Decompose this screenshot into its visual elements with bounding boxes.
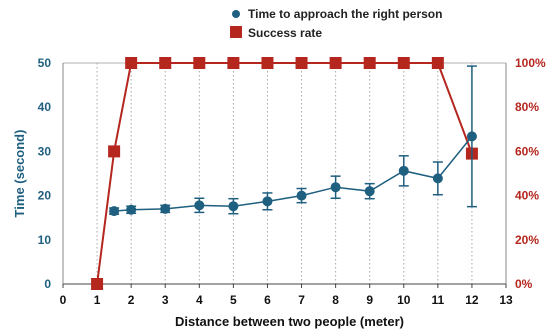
x-tick-label: 5 xyxy=(230,293,237,307)
legend: Time to approach the right person Succes… xyxy=(230,7,442,40)
success-rate-point xyxy=(397,57,410,69)
y2-tick-label: 20% xyxy=(515,233,539,247)
x-tick-label: 9 xyxy=(366,293,373,307)
success-rate-point xyxy=(227,57,240,69)
success-rate-point xyxy=(193,57,206,69)
success-rate-point xyxy=(261,57,274,69)
time-point xyxy=(228,201,239,212)
x-tick-label: 10 xyxy=(397,293,411,307)
y-tick-label: 40 xyxy=(38,100,52,114)
time-point xyxy=(296,190,307,201)
time-line xyxy=(114,135,473,212)
success-rate-point xyxy=(431,57,444,69)
time-point xyxy=(262,196,273,207)
y-axis-title: Time (second) xyxy=(12,130,27,218)
x-tick-label: 8 xyxy=(332,293,339,307)
y-tick-label: 50 xyxy=(38,56,52,70)
x-tick-label: 3 xyxy=(162,293,169,307)
success-rate-point xyxy=(108,145,121,158)
time-point xyxy=(126,204,137,215)
x-axis-title: Distance between two people (meter) xyxy=(175,314,404,329)
x-tick-label: 0 xyxy=(60,293,67,307)
x-tick-label: 7 xyxy=(298,293,305,307)
time-point xyxy=(160,203,171,214)
time-point xyxy=(364,186,375,197)
y2-tick-label: 0% xyxy=(515,277,533,291)
y-tick-label: 0 xyxy=(44,277,51,291)
x-tick-label: 4 xyxy=(196,293,203,307)
y-tick-label: 20 xyxy=(38,189,52,203)
time-point xyxy=(432,173,443,184)
success-rate-point xyxy=(363,57,376,69)
success-rate-point xyxy=(329,57,342,69)
x-tick-label: 6 xyxy=(264,293,271,307)
y-tick-label: 30 xyxy=(38,144,52,158)
time-point xyxy=(466,131,477,142)
x-tick-label: 12 xyxy=(465,293,479,307)
x-tick-label: 11 xyxy=(432,293,445,307)
x-tick-label: 2 xyxy=(128,293,135,307)
y2-tick-label: 60% xyxy=(515,144,539,158)
x-tick-label: 13 xyxy=(499,293,513,307)
grid xyxy=(96,63,507,284)
x-tick-label: 1 xyxy=(94,293,101,307)
y2-tick-label: 100% xyxy=(515,56,546,70)
legend-marker-success xyxy=(230,26,242,38)
legend-label-success: Success rate xyxy=(248,26,322,40)
time-point xyxy=(330,182,341,193)
success-rate-point xyxy=(159,57,172,69)
y2-tick-label: 80% xyxy=(515,100,539,114)
legend-marker-time xyxy=(232,10,240,18)
axes: 0 1 2 3 4 5 6 7 8 9 10 11 12 13010203040500%20%40%60%… xyxy=(38,56,546,307)
success-rate-point xyxy=(125,57,138,69)
y2-tick-label: 40% xyxy=(515,189,539,203)
time-point xyxy=(398,165,409,176)
chart-marks xyxy=(91,57,478,290)
success-rate-point xyxy=(91,278,104,290)
legend-label-time: Time to approach the right person xyxy=(248,7,442,21)
y-tick-label: 10 xyxy=(38,233,52,247)
time-point xyxy=(194,200,205,211)
success-rate-point xyxy=(295,57,308,69)
time-point xyxy=(109,206,120,217)
